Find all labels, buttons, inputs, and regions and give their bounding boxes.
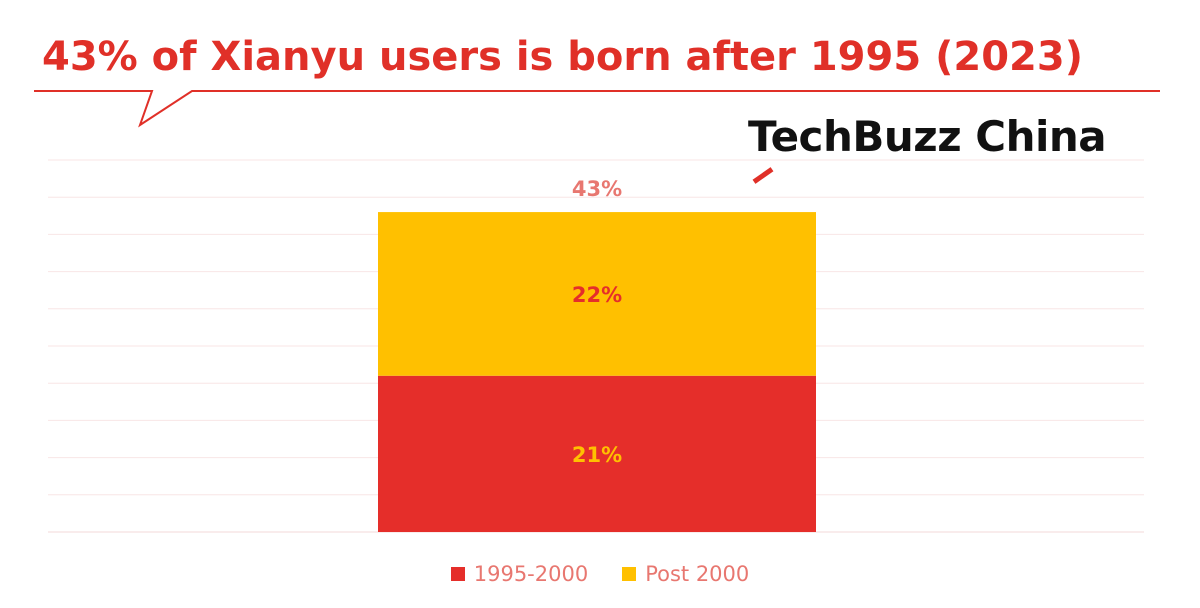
total-label: 43% (572, 177, 622, 201)
legend-item-1995-2000: 1995-2000 (450, 562, 589, 586)
data-label-1995-2000: 21% (572, 443, 622, 467)
legend-item-post-2000: Post 2000 (622, 562, 749, 586)
techbuzz-logo: TechBuzz China (748, 112, 1107, 161)
data-label-post-2000: 22% (572, 283, 622, 307)
bar-segment-post-2000 (378, 212, 816, 376)
legend-swatch-post-2000 (622, 567, 637, 581)
bar-segment-1995-2000 (378, 375, 816, 532)
legend-label-post-2000: Post 2000 (645, 562, 750, 586)
logo-text: TechBuzz China (748, 112, 1107, 161)
legend-swatch-1995-2000 (450, 567, 465, 581)
chart-title: 43% of Xianyu users is born after 1995 (… (42, 34, 1083, 80)
legend-label-1995-2000: 1995-2000 (473, 562, 589, 586)
chart-legend: 1995-2000 Post 2000 (0, 562, 1200, 586)
